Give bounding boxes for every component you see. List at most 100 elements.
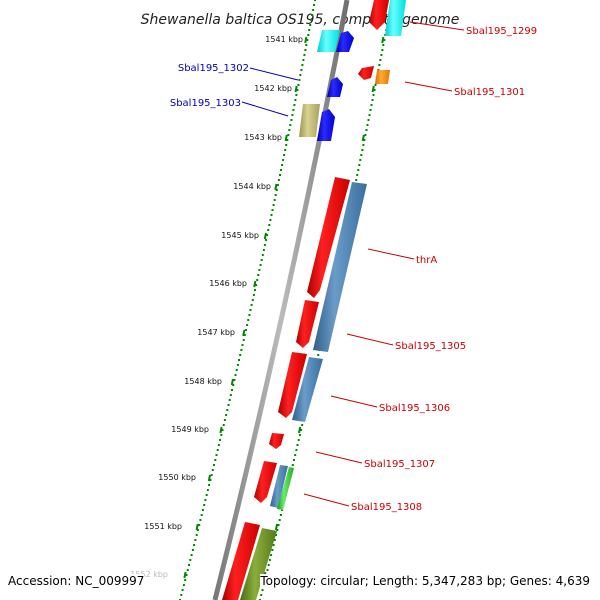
inner-tick-dot (278, 519, 281, 521)
outer-tick-dot (249, 309, 252, 311)
label-sbal195-1299[interactable]: Sbal195_1299 (466, 26, 537, 37)
inner-tick-dot (261, 589, 264, 591)
inner-tick-dot (260, 594, 263, 596)
outer-tick-dot (216, 449, 219, 451)
inner-tick-dot (296, 444, 299, 446)
outer-tick-dot (196, 529, 199, 531)
label-sbal195-1302[interactable]: Sbal195_1302 (178, 63, 249, 74)
gene-cyan-top-right[interactable] (385, 0, 406, 36)
outer-tick-dot (263, 244, 266, 246)
outer-tick-dot (305, 44, 308, 46)
outer-tick-dot (231, 389, 233, 391)
gene-steel-1550[interactable] (270, 465, 288, 508)
outer-tick-dot (180, 594, 183, 596)
map-title: Shewanella baltica OS195, complete genom… (141, 12, 460, 28)
inner-tick-dot (382, 44, 385, 46)
outer-tick-dot (292, 109, 295, 111)
outer-tick-dot (287, 134, 290, 136)
major-tick-inner-1 (371, 85, 375, 93)
inner-tick-dot (266, 569, 269, 571)
outer-tick-dot (190, 554, 193, 556)
outer-tick-dot (306, 39, 309, 41)
outer-tick-dot (266, 234, 269, 236)
outer-tick-dot (232, 384, 235, 386)
leader-sbal195-1306 (330, 395, 378, 408)
inner-tick-dot (267, 564, 270, 566)
outer-tick-dot (204, 499, 207, 501)
inner-tick-dot (276, 529, 279, 531)
label-thrA[interactable]: thrA (416, 255, 437, 266)
gene-red-1544[interactable] (307, 177, 350, 298)
outer-tick-dot (201, 509, 204, 511)
inner-tick-dot (279, 514, 282, 516)
outer-tick-dot (290, 119, 293, 121)
outer-tick-dot (270, 214, 273, 216)
leader-sbal195-1299 (409, 21, 465, 31)
outer-tick-dot (289, 124, 292, 126)
gene-blue-1543[interactable] (317, 109, 335, 141)
inner-tick-dot (301, 424, 304, 426)
inner-tick-dot (357, 169, 360, 171)
outer-tick-dot (182, 584, 185, 586)
outer-tick-dot (210, 474, 213, 476)
outer-tick-dot (213, 464, 215, 466)
gene-sbal195-1299[interactable] (369, 0, 389, 30)
major-tick-outer-9 (207, 474, 211, 482)
label-sbal195-1301[interactable]: Sbal195_1301 (454, 87, 525, 98)
outer-tick-dot (194, 539, 197, 541)
label-sbal195-1306[interactable]: Sbal195_1306 (379, 403, 450, 414)
label-sbal195-1308[interactable]: Sbal195_1308 (351, 502, 422, 513)
outer-tick-dot (299, 74, 302, 76)
gene-thrA[interactable] (313, 182, 367, 352)
outer-tick-dot (254, 289, 256, 291)
outer-tick-dot (285, 144, 288, 146)
gene-red-1550[interactable] (254, 461, 277, 503)
outer-tick-dot (313, 4, 315, 6)
gene-sbal195-1306[interactable] (292, 357, 323, 422)
outer-tick-dot (276, 184, 279, 186)
gene-sbal195-1308[interactable] (277, 467, 294, 510)
gene-sbal195-1307[interactable] (269, 433, 284, 449)
outer-tick-dot (185, 574, 188, 576)
outer-tick-dot (209, 479, 212, 481)
gene-red-1548[interactable] (278, 352, 307, 418)
gene-blue-1541[interactable] (336, 31, 354, 52)
outer-tick-dot (221, 429, 224, 431)
outer-tick-dot (214, 459, 217, 461)
inner-tick-dot (368, 114, 371, 116)
accession-label: Accession: NC_009997 (8, 574, 145, 588)
scale-label-1543: 1543 kbp (244, 133, 282, 142)
outer-tick-dot (203, 504, 206, 506)
gene-red-1551[interactable] (222, 522, 260, 600)
outer-tick-dot (219, 439, 222, 441)
inner-tick-dot (363, 139, 366, 141)
gene-sbal195-1302[interactable] (327, 77, 343, 97)
inner-tick-dot (373, 89, 376, 91)
outer-tick-dot (233, 379, 236, 381)
inner-tick-dot (317, 354, 320, 356)
major-tick-outer-6 (242, 329, 246, 337)
gene-olive-1551[interactable] (240, 528, 277, 600)
outer-tick-dot (258, 269, 261, 271)
outer-tick-dot (272, 204, 275, 206)
outer-tick-dot (279, 174, 281, 176)
gene-red-1547[interactable] (296, 300, 319, 348)
scale-label-1549: 1549 kbp (171, 425, 209, 434)
gene-sbal195-1301-red[interactable] (358, 66, 374, 80)
gene-sbal195-1301[interactable] (375, 70, 390, 84)
inner-tick-dot (295, 449, 298, 451)
outer-tick-dot (259, 264, 262, 266)
outer-tick-dot (294, 99, 297, 101)
label-sbal195-1303[interactable]: Sbal195_1303 (170, 98, 241, 109)
outer-tick-dot (211, 469, 214, 471)
inner-tick-dot (355, 179, 358, 181)
label-sbal195-1307[interactable]: Sbal195_1307 (364, 459, 435, 470)
scale-label-1550: 1550 kbp (158, 473, 196, 482)
inner-tick-dot (356, 174, 359, 176)
outer-tick-dot (269, 219, 272, 221)
label-sbal195-1305[interactable]: Sbal195_1305 (395, 341, 466, 352)
gene-cyan-1541[interactable] (317, 30, 340, 52)
gene-sbal195-1303[interactable] (299, 104, 320, 137)
inner-tick-dot (271, 549, 274, 551)
outer-tick-dot (256, 279, 259, 281)
